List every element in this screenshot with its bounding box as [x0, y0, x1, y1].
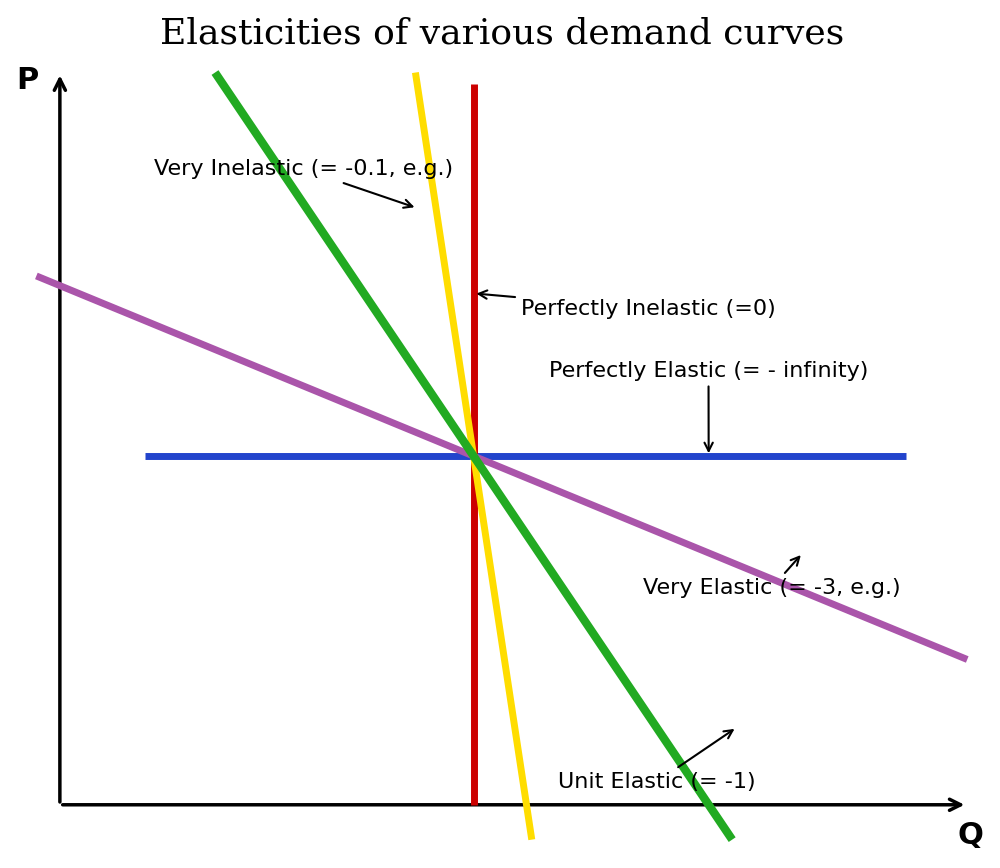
Text: Unit Elastic (= -1): Unit Elastic (= -1)	[558, 730, 756, 792]
Title: Elasticities of various demand curves: Elasticities of various demand curves	[160, 16, 844, 50]
Text: Very Inelastic (= -0.1, e.g.): Very Inelastic (= -0.1, e.g.)	[154, 160, 453, 207]
Text: Q: Q	[957, 821, 983, 851]
Text: P: P	[16, 66, 38, 95]
Text: Very Elastic (= -3, e.g.): Very Elastic (= -3, e.g.)	[643, 556, 900, 598]
Text: Perfectly Elastic (= - infinity): Perfectly Elastic (= - infinity)	[549, 361, 868, 451]
Text: Perfectly Inelastic (=0): Perfectly Inelastic (=0)	[479, 291, 775, 319]
